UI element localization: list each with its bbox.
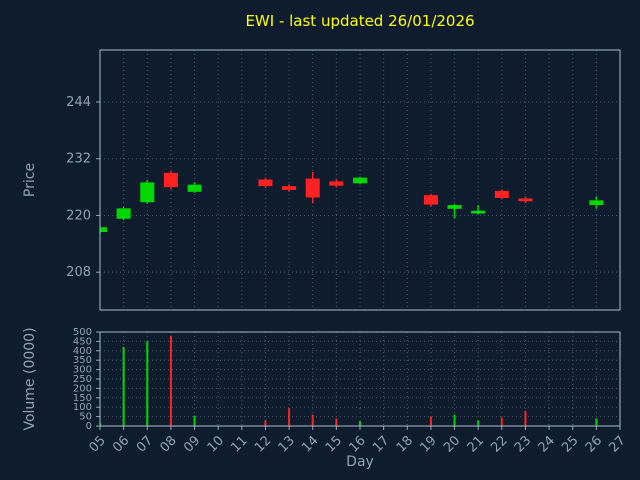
candle-body bbox=[353, 177, 367, 184]
candle-body bbox=[140, 182, 155, 203]
x-tick-label: 15 bbox=[323, 433, 345, 455]
volume-tick-label: 50 bbox=[79, 412, 92, 423]
price-tick-label: 232 bbox=[66, 152, 91, 167]
price-axis-label: Price bbox=[22, 162, 38, 198]
x-tick-label: 22 bbox=[488, 433, 510, 455]
volume-tick-label: 150 bbox=[73, 393, 92, 404]
x-tick-label: 14 bbox=[299, 433, 321, 455]
price-tick-label: 244 bbox=[66, 95, 91, 110]
x-tick-label: 19 bbox=[417, 433, 439, 455]
candle-body bbox=[305, 178, 320, 198]
candle-body bbox=[447, 205, 462, 209]
volume-tick-label: 500 bbox=[73, 327, 92, 338]
chart-title: EWI - last updated 26/01/2026 bbox=[245, 12, 475, 30]
price-panel-frame bbox=[99, 49, 621, 311]
volume-tick-label: 100 bbox=[73, 402, 92, 413]
price-tick-label: 208 bbox=[66, 265, 91, 280]
x-tick-label: 12 bbox=[252, 433, 274, 455]
x-tick-label: 20 bbox=[441, 433, 463, 455]
candle-body bbox=[100, 227, 107, 232]
candle-body bbox=[258, 179, 273, 187]
candles bbox=[100, 171, 604, 234]
x-tick-label: 11 bbox=[228, 433, 250, 455]
candle-body bbox=[282, 186, 297, 190]
x-tick-label: 05 bbox=[87, 433, 109, 455]
candle-body bbox=[589, 200, 604, 206]
x-tick-label: 24 bbox=[536, 433, 558, 455]
x-tick-label: 07 bbox=[134, 433, 156, 455]
x-tick-label: 27 bbox=[607, 433, 629, 455]
candle-body bbox=[471, 210, 486, 214]
candle-body bbox=[329, 181, 344, 186]
x-tick-label: 08 bbox=[157, 433, 179, 455]
x-tick-label: 13 bbox=[276, 433, 298, 455]
volume-tick-label: 250 bbox=[73, 374, 92, 385]
day-axis-label: Day bbox=[346, 454, 374, 470]
volume-tick-label: 200 bbox=[73, 383, 92, 394]
volume-tick-label: 0 bbox=[86, 421, 92, 432]
x-tick-label: 25 bbox=[559, 433, 581, 455]
grid-lines: 05 06 07 08 09 10 11 12 13 14 15 16 17 18 19 20 21 22 23 24… bbox=[66, 50, 629, 456]
volume-tick-label: 350 bbox=[73, 355, 92, 366]
volume-tick-label: 450 bbox=[73, 336, 92, 347]
volume-bars bbox=[100, 335, 598, 426]
x-tick-label: 16 bbox=[347, 433, 369, 455]
candle-body bbox=[187, 184, 202, 192]
candle-body bbox=[423, 195, 438, 205]
x-tick-label: 06 bbox=[110, 433, 132, 455]
x-tick-label: 21 bbox=[465, 433, 487, 455]
volume-tick-label: 400 bbox=[73, 346, 92, 357]
price-tick-label: 220 bbox=[66, 208, 91, 223]
volume-axis-label: Volume (0000) bbox=[22, 327, 38, 431]
candle-body bbox=[494, 190, 509, 198]
volume-tick-label: 300 bbox=[73, 365, 92, 376]
x-tick-label: 23 bbox=[512, 433, 534, 455]
volume-panel-frame bbox=[99, 331, 621, 427]
candle-body bbox=[518, 198, 533, 202]
x-tick-label: 17 bbox=[370, 433, 392, 455]
x-tick-label: 18 bbox=[394, 433, 416, 455]
candle-body bbox=[116, 208, 131, 219]
candle-body bbox=[163, 172, 178, 188]
x-tick-label: 09 bbox=[181, 433, 203, 455]
x-tick-label: 10 bbox=[205, 433, 227, 455]
x-tick-label: 26 bbox=[583, 433, 605, 455]
